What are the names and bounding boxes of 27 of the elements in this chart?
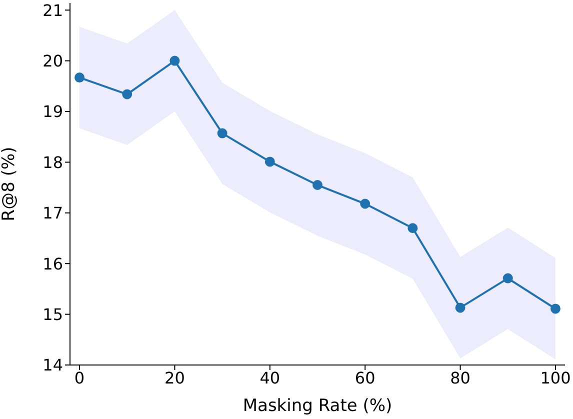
- y-tick-label: 15: [42, 304, 63, 324]
- y-tick-label: 16: [42, 254, 63, 274]
- y-tick-label: 18: [42, 152, 63, 172]
- x-tick-label: 0: [74, 368, 85, 388]
- point: [312, 180, 322, 190]
- point: [502, 273, 513, 284]
- point: [170, 56, 180, 66]
- point: [122, 89, 132, 100]
- y-tick-label: 14: [42, 356, 63, 375]
- y-tick-label: 20: [42, 51, 63, 70]
- x-tick-label: 40: [260, 368, 280, 388]
- x-axis-title: Masking Rate (%): [242, 396, 392, 416]
- point: [360, 198, 370, 209]
- point: [408, 223, 418, 234]
- y-tick-label: 19: [42, 102, 63, 122]
- point: [550, 304, 560, 314]
- x-tick-label: 100: [540, 368, 571, 388]
- y-axis-title: R@8 (%): [0, 146, 20, 222]
- y-tick-label: 21: [42, 0, 63, 20]
- point: [217, 128, 228, 138]
- x-tick-label: 20: [164, 368, 185, 388]
- point: [455, 302, 466, 313]
- x-tick-label: 80: [450, 368, 470, 388]
- y-tick-label: 17: [42, 204, 63, 223]
- point: [74, 72, 85, 83]
- point: [264, 156, 275, 167]
- x-tick-label: 60: [354, 368, 376, 388]
